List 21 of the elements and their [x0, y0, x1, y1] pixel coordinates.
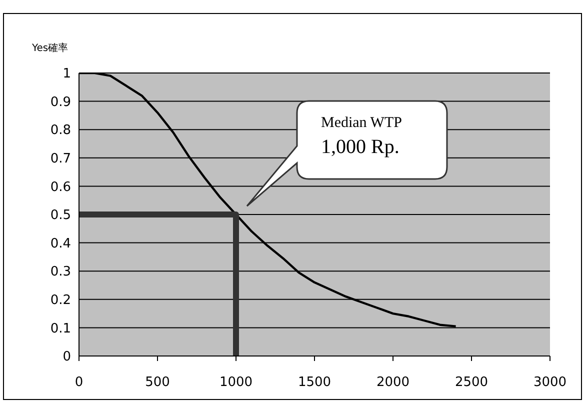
- y-tick-label: 0.6: [50, 180, 71, 195]
- y-tick-label: 0.8: [50, 123, 71, 138]
- y-tick-label: 0.7: [50, 152, 71, 167]
- x-tick-label: 500: [145, 375, 170, 390]
- y-tick-label: 0.9: [50, 94, 71, 110]
- callout-bubble: Median WTP 1,000 Rp.: [246, 100, 448, 207]
- y-tick-label: 0: [62, 350, 71, 365]
- y-tick-label: 0.2: [50, 293, 71, 308]
- y-tick-label: 0.5: [50, 208, 71, 224]
- annotation: Median WTP 1,000 Rp.: [320, 115, 402, 158]
- y-tick-label: 1: [62, 66, 71, 82]
- y-tick-label: 0.4: [50, 236, 71, 252]
- x-tick-label: 2500: [454, 375, 488, 390]
- x-tick-label: 2000: [376, 375, 410, 390]
- y-tick-label: 0.3: [50, 264, 71, 280]
- y-tick-label: 0.1: [50, 321, 71, 336]
- x-tick-label: 0: [74, 375, 84, 390]
- x-tick-label: 1500: [298, 375, 332, 390]
- x-tick-label: 1000: [219, 375, 253, 390]
- x-tick-label: 3000: [533, 375, 567, 390]
- y-axis-title: Yes確率: [31, 42, 68, 54]
